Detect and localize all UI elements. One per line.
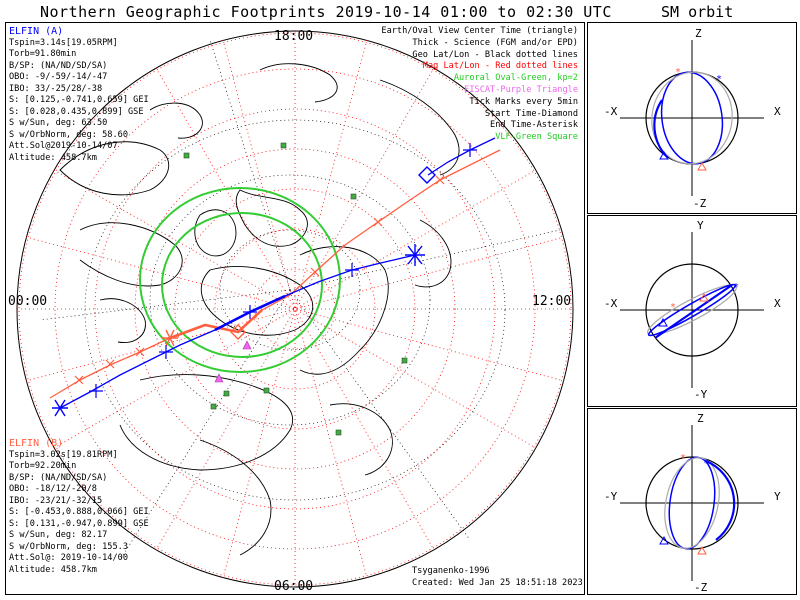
- orbit-yz-right: Y: [774, 490, 781, 503]
- legend-item: EISCAT-Purple Triangle: [464, 84, 578, 95]
- elfin-a-start-diamond: [418, 166, 436, 184]
- orbit-yz-bottom: -Z: [694, 581, 708, 594]
- elfin-b-info-line: Tspin=3.02s[19.81RPM]: [9, 449, 118, 460]
- elfin-b-info-line: Altitude: 458.7km: [9, 564, 97, 575]
- footer-credit: Tsyganenko-1996: [412, 566, 490, 576]
- legend-item: Start Time-Diamond: [484, 108, 578, 119]
- elfin-a-info-line: Torb=91.80min: [9, 49, 77, 59]
- elfin-b-info-line: S w/Sun, deg: 82.17: [9, 530, 108, 540]
- mlt-label-left: 00:00: [8, 294, 47, 309]
- mlt-label-right: 12:00: [532, 294, 571, 309]
- orbit-xy-bottom: -Y: [694, 388, 708, 401]
- map-panel: [5, 22, 585, 595]
- vlf-station: [223, 390, 230, 397]
- elfin-b-end-asterisk: [162, 329, 178, 347]
- elfin-a-end-asterisk: [405, 244, 425, 266]
- elfin-a-info-line: IBO: 33/-25/28/-38: [9, 83, 103, 94]
- orbit-xy-top: Y: [697, 219, 704, 232]
- vlf-station: [183, 152, 190, 159]
- elfin-a-info: ELFIN (A) Tspin=3.14s[19.05RPM] Torb=91.8…: [9, 26, 149, 164]
- orbit-xy-left: -X: [604, 297, 618, 310]
- orbit-plot-xz: * * Z -Z -X X: [604, 27, 781, 210]
- vlf-station: [210, 403, 217, 410]
- orbit-panel-xy: [587, 215, 797, 407]
- legend-item: End Time-Asterisk: [490, 120, 578, 131]
- vlf-station: [401, 357, 408, 364]
- elfin-a-info-line: S: [0.028,0.435,0.899] GSE: [9, 106, 144, 117]
- elfin-b-title: ELFIN (B): [9, 438, 64, 449]
- orbit-xz-bottom: -Z: [693, 197, 707, 210]
- footer: Tsyganenko-1996 Created: Wed Jan 25 18:5…: [412, 566, 583, 589]
- orbit-xz-left: -X: [604, 105, 618, 118]
- vlf-station: [280, 142, 287, 149]
- mlt-label-bottom: 06:00: [274, 579, 313, 594]
- svg-text:*: *: [716, 74, 722, 85]
- eiscat-triangle: [214, 373, 224, 383]
- elfin-b-info-line: S: [0.131,-0.947,0.899] GSE: [9, 518, 149, 529]
- footer-created: Created: Wed Jan 25 18:51:18 2023: [412, 577, 583, 588]
- elfin-a-info-line: Att.Sol@2019-10-14/07: [9, 141, 118, 151]
- svg-text:*: *: [670, 302, 676, 313]
- legend: Earth/Oval View Center Time (triangle) Th…: [381, 26, 578, 144]
- legend-item: Geo Lat/Lon - Black dotted lines: [412, 49, 578, 60]
- elfin-b-info-line: Torb=92.20min: [9, 461, 77, 471]
- elfin-b-start-diamond: [230, 324, 246, 340]
- legend-item: Earth/Oval View Center Time (triangle): [381, 26, 578, 36]
- elfin-a-info-line: S: [0.125,-0.741,0.659] GEI: [9, 95, 149, 105]
- orbit-xz-right: X: [774, 105, 781, 118]
- elfin-b-info-line: Att.Sol@: 2019-10-14/00: [9, 553, 128, 563]
- vlf-stations: [183, 142, 408, 436]
- orbit-xz-top: Z: [695, 27, 702, 40]
- elfin-a-info-line: Altitude: 458.7km: [9, 152, 97, 163]
- orbit-xy-right: X: [774, 297, 781, 310]
- coastlines: [59, 63, 460, 556]
- elfin-b-info: ELFIN (B) Tspin=3.02s[19.81RPM] Torb=92.2…: [9, 438, 149, 576]
- elfin-a-info-line: S w/OrbNorm, deg: 58.60: [9, 129, 128, 140]
- eiscat-sites: [214, 340, 252, 383]
- elfin-b-info-line: OBO: -18/12/-20/8: [9, 484, 97, 494]
- legend-item: Tick Marks every 5min: [469, 96, 578, 107]
- orbit-title: SM orbit: [661, 3, 734, 21]
- elfin-a-info-line: B/SP: (NA/ND/SD/SA): [9, 60, 108, 71]
- svg-text:*: *: [680, 453, 686, 464]
- eiscat-triangle: [242, 340, 252, 350]
- auroral-oval: [139, 187, 341, 373]
- legend-item: Mag Lat/Lon - Red dotted lines: [422, 61, 578, 72]
- vlf-station: [263, 387, 270, 394]
- elfin-b-info-line: B/SP: (NA/ND/SD/SA): [9, 472, 108, 483]
- elfin-a-track: [52, 137, 496, 417]
- legend-item: Auroral Oval-Green, kp=2: [453, 73, 578, 84]
- svg-text:*: *: [675, 67, 681, 78]
- page-title: Northern Geographic Footprints 2019-10-1…: [40, 3, 612, 21]
- legend-item: VLF-Green Square: [495, 132, 578, 143]
- vlf-station: [350, 193, 357, 200]
- elfin-a-info-line: S w/Sun, deg: 63.50: [9, 118, 108, 128]
- elfin-b-track: [49, 149, 501, 399]
- geo-grid: [39, 39, 561, 561]
- orbit-plot-xy: * * Y -Y -X X: [604, 219, 781, 401]
- vlf-station: [335, 429, 342, 436]
- orbit-plot-yz: * * Z -Z -Y Y: [604, 412, 781, 594]
- elfin-a-start-marker: [52, 399, 68, 417]
- elfin-a-info-line: Tspin=3.14s[19.05RPM]: [9, 37, 118, 48]
- elfin-b-info-line: S w/OrbNorm, deg: 155.3: [9, 541, 128, 552]
- mag-grid: [17, 31, 573, 587]
- orbit-yz-left: -Y: [604, 490, 618, 503]
- svg-text:*: *: [733, 282, 739, 293]
- elfin-b-info-line: S: [-0.453,0.888,0.066] GEI: [9, 507, 149, 517]
- orbit-yz-top: Z: [697, 412, 704, 425]
- mlt-label-top: 18:00: [274, 29, 313, 44]
- elfin-a-title: ELFIN (A): [9, 26, 64, 37]
- svg-text:*: *: [703, 458, 709, 469]
- legend-item: Thick - Science (FGM and/or EPD): [412, 37, 578, 48]
- elfin-b-info-line: IBO: -23/21/-32/15: [9, 495, 103, 506]
- orbit-panel-yz: [587, 408, 797, 595]
- orbit-panel-xz: [587, 22, 797, 214]
- elfin-a-info-line: OBO: -9/-59/-14/-47: [9, 72, 108, 82]
